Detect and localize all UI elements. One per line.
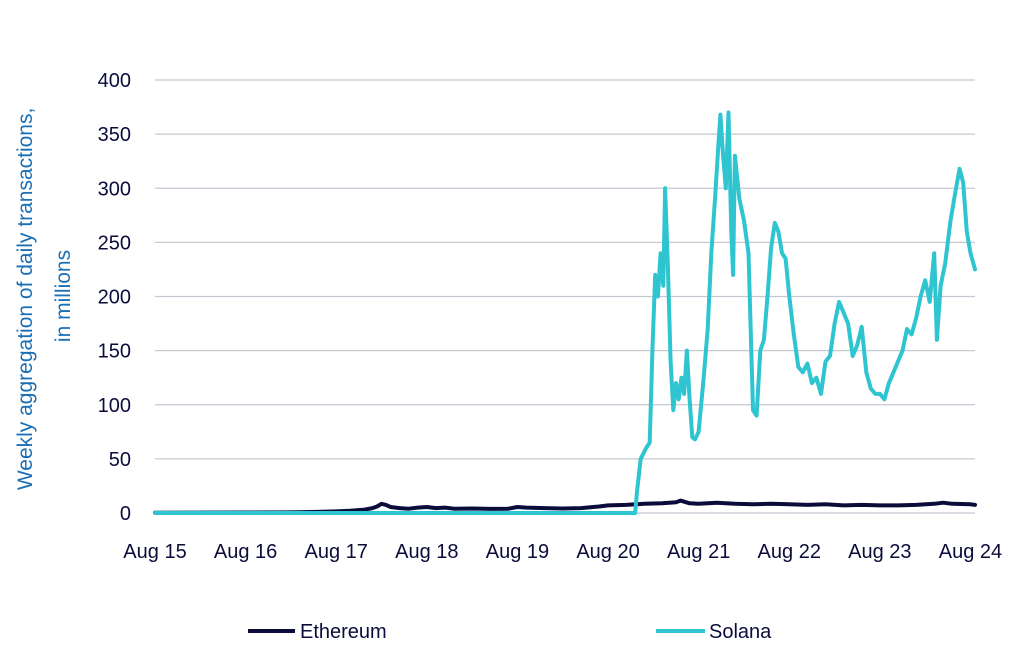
y-axis-title-line-1: Weekly aggregation of daily transactions… <box>14 108 37 491</box>
x-tick-label: Aug 20 <box>576 541 639 563</box>
y-tick-label: 50 <box>109 449 131 471</box>
legend-item-solana: Solana <box>656 621 772 643</box>
legend-label-ethereum: Ethereum <box>300 621 387 643</box>
x-axis-ticks: Aug 15 Aug 16 Aug 17 Aug 18 Aug 19 Aug 20 Aug … <box>123 541 1002 563</box>
x-tick-label: Aug 15 <box>123 541 186 563</box>
y-tick-label: 0 <box>120 503 131 525</box>
y-tick-label: 100 <box>98 395 131 417</box>
x-tick-label: Aug 17 <box>305 541 368 563</box>
series-line-ethereum <box>153 498 977 515</box>
gridlines <box>155 79 975 460</box>
x-tick-label: Aug 21 <box>667 541 730 563</box>
legend: Ethereum Solana <box>248 621 772 643</box>
y-tick-label: 350 <box>98 124 131 146</box>
series-line-solana <box>153 110 977 515</box>
x-tick-label: Aug 22 <box>758 541 821 563</box>
y-axis-ticks: 0 50 100 150 200 250 300 350 400 <box>98 70 131 525</box>
x-tick-label: Aug 16 <box>214 541 277 563</box>
x-tick-label: Aug 24 <box>939 541 1002 563</box>
y-tick-label: 200 <box>98 287 131 309</box>
x-tick-label: Aug 18 <box>395 541 458 563</box>
y-tick-label: 250 <box>98 232 131 254</box>
y-tick-label: 150 <box>98 341 131 363</box>
legend-label-solana: Solana <box>709 621 772 643</box>
series-lines <box>153 110 977 515</box>
legend-item-ethereum: Ethereum <box>248 621 387 643</box>
y-tick-label: 400 <box>98 70 131 92</box>
x-tick-label: Aug 19 <box>486 541 549 563</box>
y-tick-label: 300 <box>98 178 131 200</box>
y-axis-title-line-2: in millions <box>52 250 75 342</box>
y-axis-title: Weekly aggregation of daily transactions… <box>14 102 75 490</box>
x-tick-label: Aug 23 <box>848 541 911 563</box>
